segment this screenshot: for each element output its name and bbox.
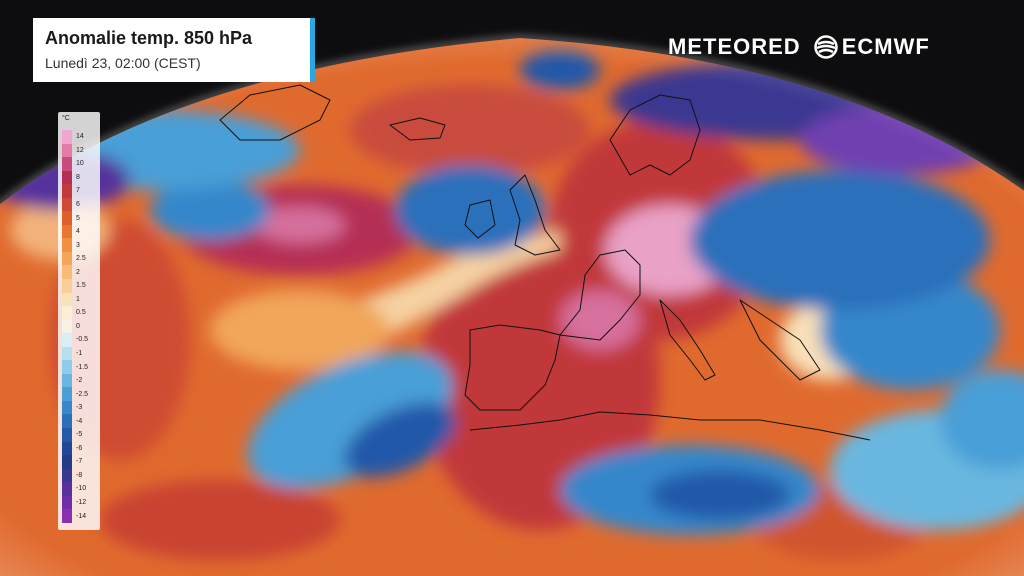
legend-level-label: -5 [76, 431, 83, 439]
legend-swatch [62, 197, 72, 212]
legend-unit: °C [62, 115, 70, 122]
ecmwf-text: ECMWF [841, 34, 930, 59]
legend-swatch [62, 170, 72, 185]
legend-swatch [62, 319, 72, 334]
legend-level-label: -7 [76, 458, 83, 466]
legend-swatch [62, 387, 72, 401]
legend-level-label: 1 [76, 295, 80, 303]
legend-labels: 14 12 10 8 7 6 5 4 3 2.5 2 1.5 1 0.5 0 -0.5 -1 -1.5 -2 -2.5… [76, 130, 98, 523]
legend-level-label: -10 [76, 485, 87, 493]
legend-swatch [62, 292, 72, 307]
legend-swatch [62, 509, 72, 523]
legend-swatch [62, 495, 72, 510]
legend-swatch [62, 251, 72, 266]
legend-level-label: -2.5 [76, 390, 89, 398]
legend-swatch [62, 184, 72, 198]
legend-swatch [62, 468, 72, 483]
map-subtitle: Lunedì 23, 02:00 (CEST) [45, 55, 201, 71]
legend-level-label: -2 [76, 377, 83, 385]
legend-swatch [62, 360, 72, 374]
legend-color-bar [62, 130, 72, 523]
color-legend: °C 14 12 10 8 7 6 5 4 3 2.5 2 1.5 1 0.5 0 -0.5 -1 -1.5 -2 -… [58, 112, 100, 530]
legend-level-label: 8 [76, 173, 80, 181]
legend-swatch [62, 441, 72, 456]
ecmwf-emblem-icon [813, 35, 838, 59]
brand-logos: METEORED ECMWF [668, 34, 930, 60]
legend-swatch [62, 265, 72, 280]
legend-level-label: -4 [76, 417, 83, 425]
legend-level-label: -1.5 [76, 363, 89, 371]
legend-level-label: 2 [76, 268, 80, 276]
legend-swatch [62, 211, 72, 225]
legend-swatch [62, 224, 72, 239]
legend-level-label: -14 [76, 512, 87, 520]
title-box: Anomalie temp. 850 hPa Lunedì 23, 02:00 … [33, 18, 315, 82]
legend-swatch [62, 130, 72, 144]
legend-level-label: 1.5 [76, 282, 86, 290]
legend-swatch [62, 346, 72, 361]
legend-swatch [62, 428, 72, 442]
ecmwf-logo: ECMWF [813, 34, 930, 60]
legend-level-label: 5 [76, 214, 80, 222]
legend-swatch [62, 455, 72, 469]
legend-swatch [62, 279, 72, 293]
legend-level-label: 2.5 [76, 255, 86, 263]
legend-level-label: -6 [76, 444, 83, 452]
legend-level-label: 0.5 [76, 309, 86, 317]
legend-level-label: -1 [76, 350, 83, 358]
legend-swatch [62, 373, 72, 388]
legend-level-label: 10 [76, 160, 84, 168]
legend-swatch [62, 143, 72, 158]
legend-level-label: 7 [76, 187, 80, 195]
legend-level-label: 4 [76, 228, 80, 236]
legend-swatch [62, 400, 72, 415]
legend-level-label: 14 [76, 133, 84, 141]
legend-swatch [62, 238, 72, 252]
meteored-logo: METEORED [668, 34, 801, 59]
legend-level-label: 3 [76, 241, 80, 249]
legend-swatch [62, 414, 72, 429]
map-title: Anomalie temp. 850 hPa [45, 28, 253, 48]
legend-swatch [62, 482, 72, 496]
legend-level-label: 6 [76, 201, 80, 208]
legend-swatch [62, 333, 72, 347]
legend-swatch [62, 306, 72, 320]
legend-level-label: -8 [76, 471, 83, 479]
legend-level-label: -3 [76, 404, 83, 412]
legend-level-label: -0.5 [76, 336, 89, 344]
legend-level-label: 0 [76, 322, 80, 330]
legend-level-label: 12 [76, 146, 84, 154]
legend-swatch [62, 157, 72, 171]
legend-level-label: -12 [76, 499, 87, 507]
